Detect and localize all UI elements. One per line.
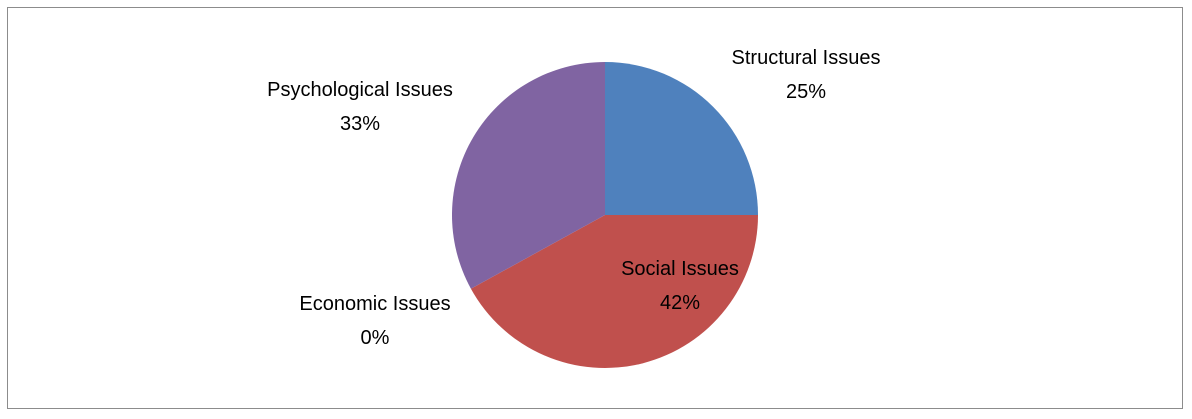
label-social-issues-percent: 42%	[660, 292, 700, 314]
label-psychological-issues-percent: 33%	[340, 113, 380, 135]
label-structural-issues-percent: 25%	[786, 81, 826, 103]
label-social-issues-name: Social Issues	[621, 258, 739, 280]
slice-structural-issues	[605, 62, 758, 215]
pie-slices	[452, 62, 758, 369]
slice-social-issues	[470, 215, 758, 369]
data-labels: Structural Issues 25% Social Issues 42% …	[267, 47, 880, 349]
label-psychological-issues-name: Psychological Issues	[267, 79, 453, 101]
label-economic-issues-name: Economic Issues	[299, 293, 450, 315]
label-structural-issues-name: Structural Issues	[732, 47, 881, 69]
label-economic-issues-percent: 0%	[361, 327, 390, 349]
slice-psychological-issues	[452, 62, 605, 289]
